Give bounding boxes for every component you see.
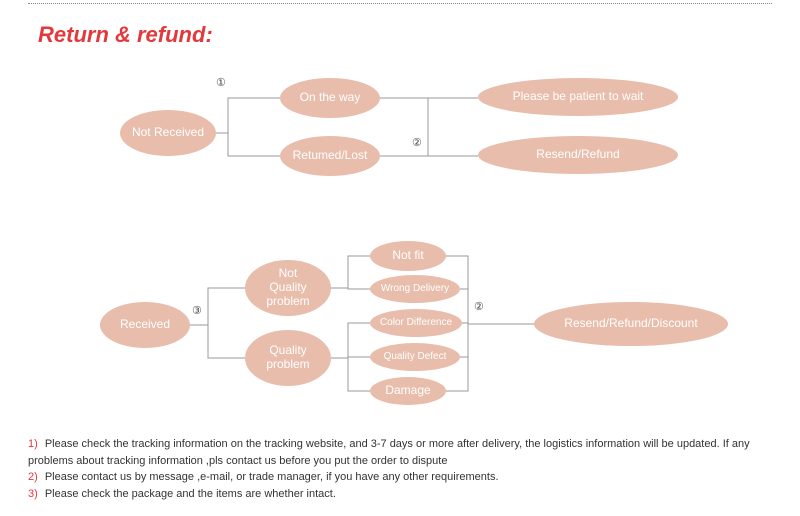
- node-not-fit: Not fit: [370, 241, 446, 271]
- divider: [28, 3, 772, 4]
- note-line: 2) Please contact us by message ,e-mail,…: [28, 469, 772, 486]
- node-resend-refund: Resend/Refund: [478, 136, 678, 174]
- node-on-the-way: On the way: [280, 78, 380, 118]
- note-line: 3) Please check the package and the item…: [28, 486, 772, 503]
- note-number: 2): [28, 471, 38, 483]
- step-marker: ②: [474, 300, 484, 313]
- node-not-received: Not Received: [120, 110, 216, 156]
- node-color-diff: Color Difference: [370, 309, 462, 337]
- node-received: Received: [100, 302, 190, 348]
- node-wrong-delivery: Wrong Delivery: [370, 275, 460, 303]
- node-quality-defect: Quality Defect: [370, 343, 460, 371]
- note-number: 3): [28, 488, 38, 500]
- node-quality: Qualityproblem: [245, 330, 331, 386]
- notes-section: 1) Please check the tracking information…: [28, 436, 772, 502]
- page-title: Return & refund:: [38, 22, 213, 48]
- note-number: 1): [28, 438, 38, 450]
- node-damage: Damage: [370, 377, 446, 405]
- node-resend-refund-discount: Resend/Refund/Discount: [534, 302, 728, 346]
- node-returned-lost: Retumed/Lost: [280, 136, 380, 176]
- note-line: 1) Please check the tracking information…: [28, 436, 772, 469]
- step-marker: ②: [412, 136, 422, 149]
- step-marker: ①: [216, 76, 226, 89]
- node-be-patient: Please be patient to wait: [478, 78, 678, 116]
- node-not-quality: NotQualityproblem: [245, 260, 331, 316]
- step-marker: ③: [192, 304, 202, 317]
